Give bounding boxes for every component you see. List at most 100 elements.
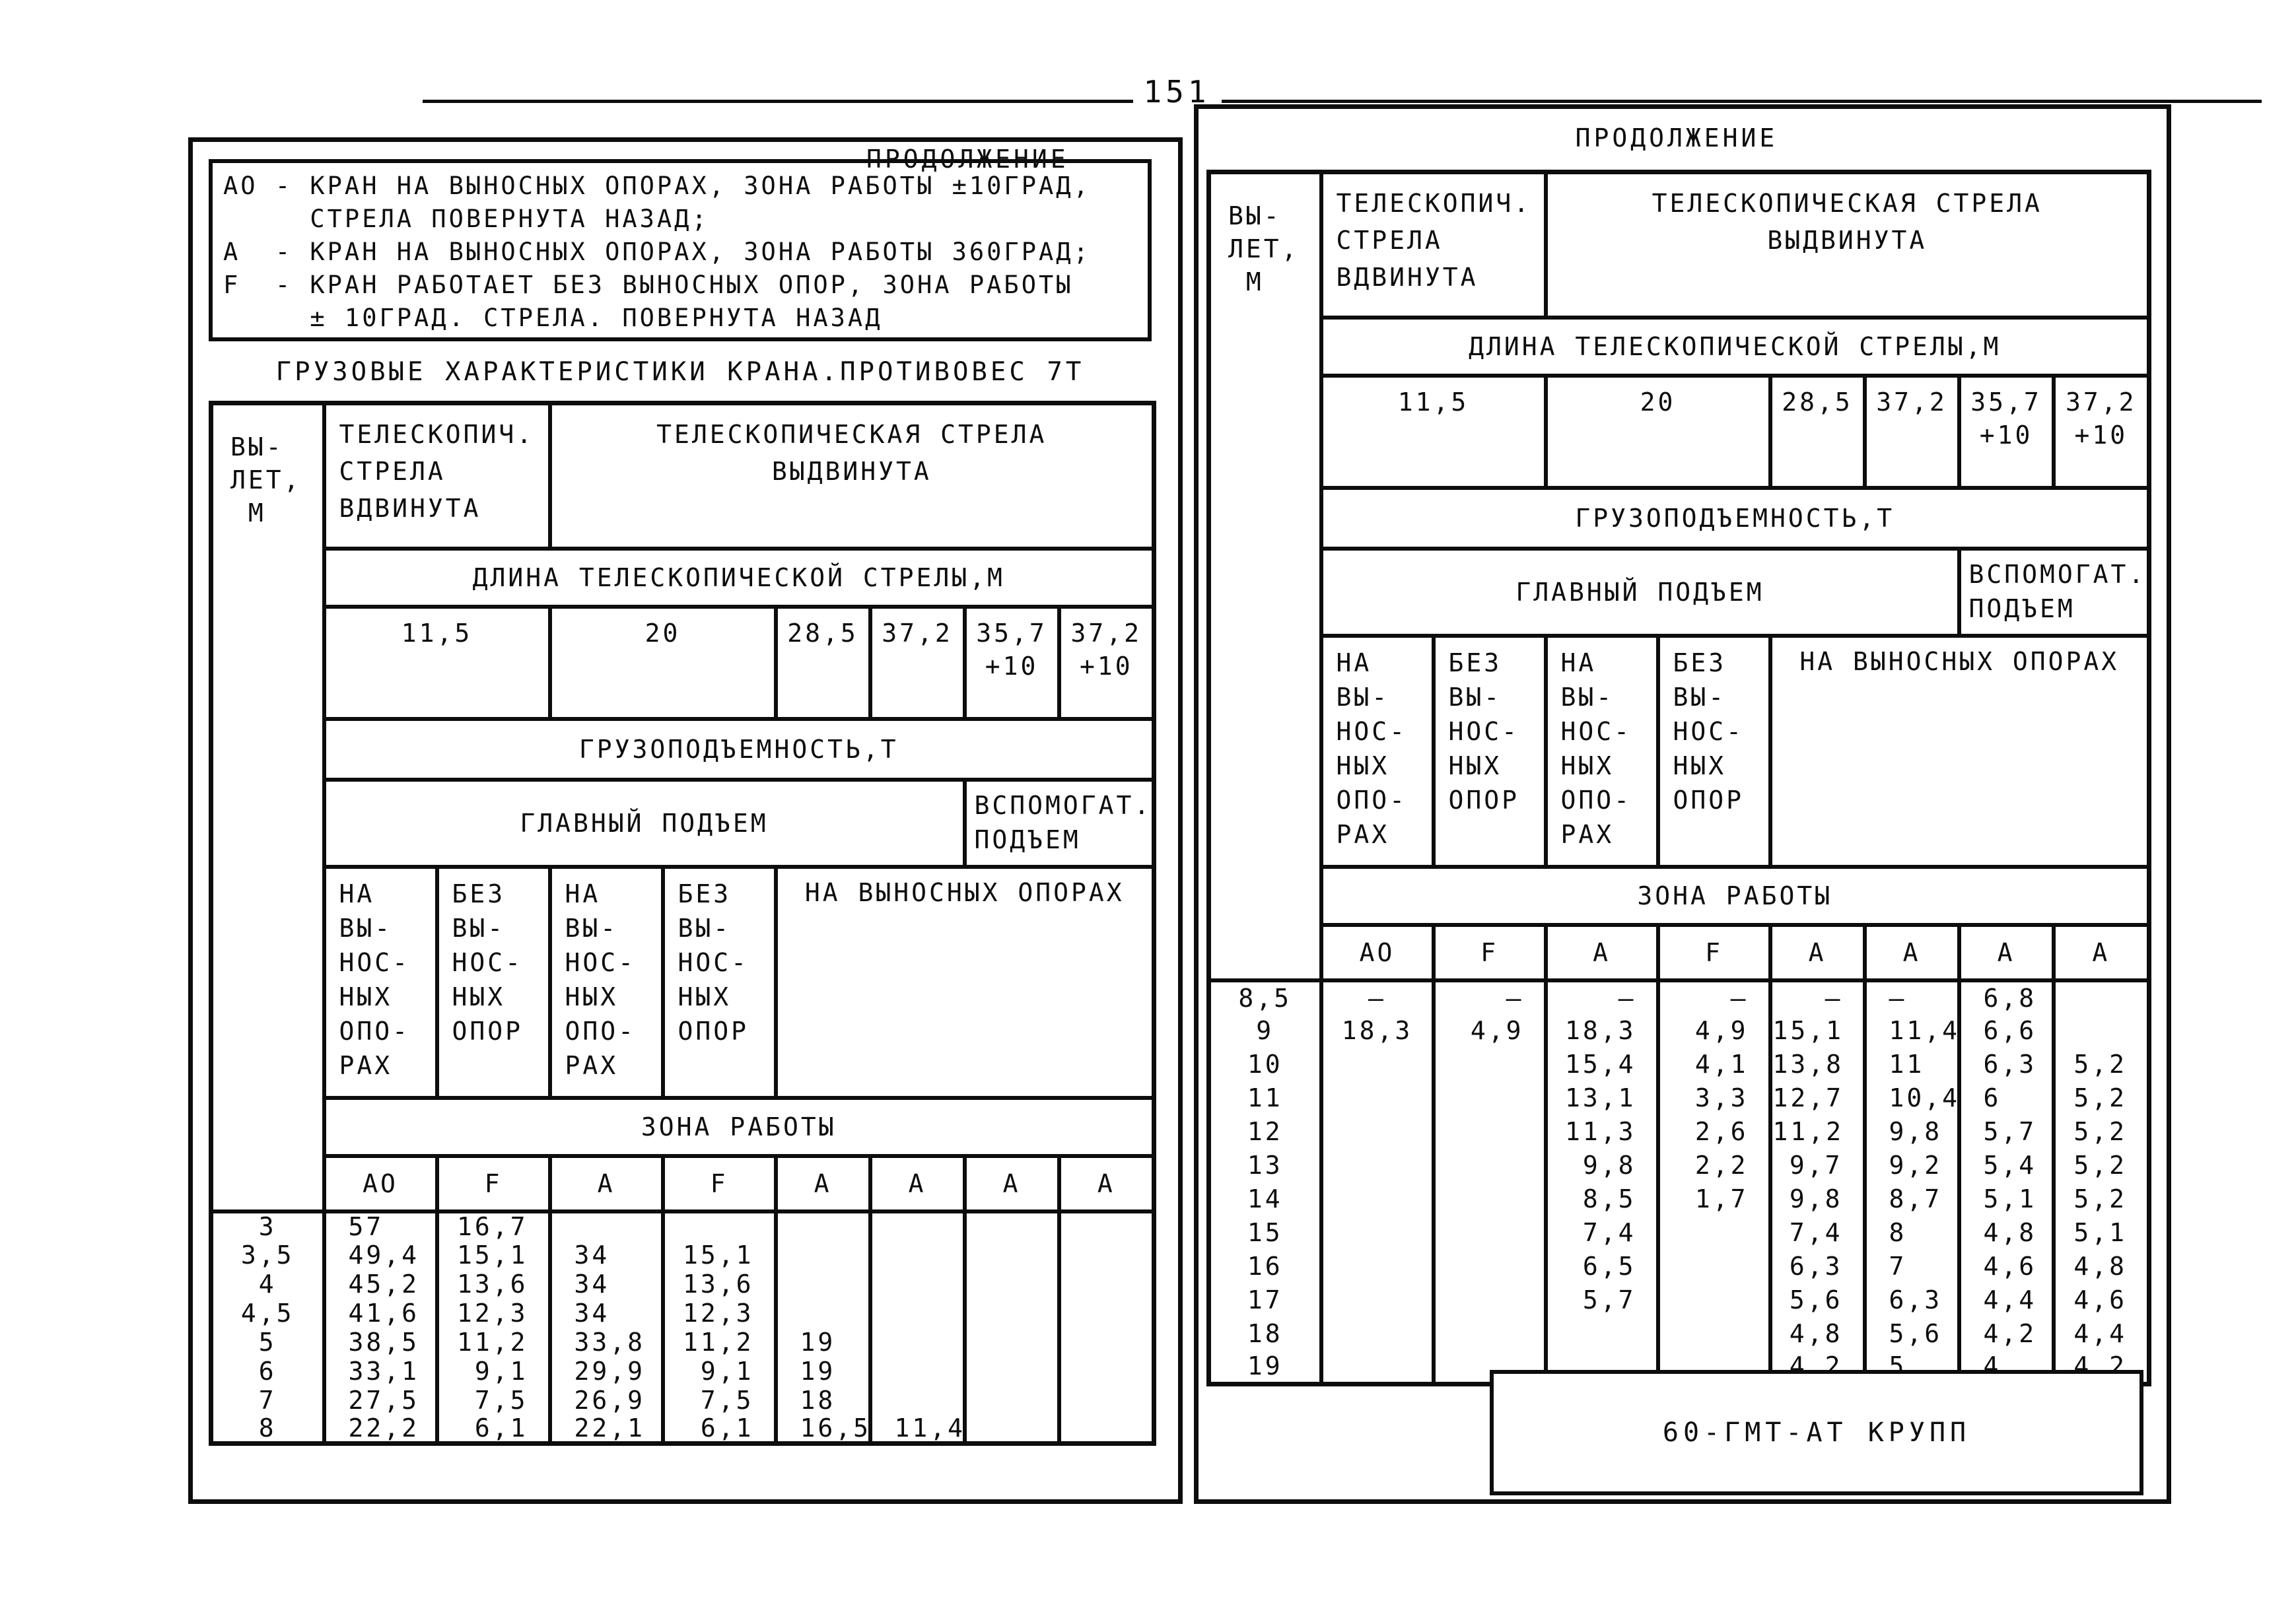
cell: 18,3 bbox=[1543, 1013, 1660, 1048]
cell: 5,2 bbox=[2051, 1047, 2151, 1081]
cell-radius: 11 bbox=[1206, 1081, 1323, 1115]
cell bbox=[660, 1211, 778, 1241]
cell bbox=[1431, 1081, 1548, 1115]
cell: 5,7 bbox=[1543, 1283, 1660, 1317]
cell-radius: 3 bbox=[209, 1211, 326, 1241]
table-row: 4 45,2 13,6 34 13,6 bbox=[209, 1269, 1156, 1299]
boom-length-value: 37,2 bbox=[868, 604, 967, 721]
cell: 5,2 bbox=[2051, 1081, 2151, 1115]
left-table-title: ГРУЗОВЫЕ ХАРАКТЕРИСТИКИ КРАНА.ПРОТИВОВЕС… bbox=[275, 357, 1085, 387]
cell: 6,3 bbox=[1862, 1283, 1961, 1317]
cell: 13,8 bbox=[1768, 1047, 1867, 1081]
cell: 22,2 bbox=[322, 1414, 439, 1444]
cell: 2,2 bbox=[1655, 1148, 1772, 1182]
zone-code: F bbox=[660, 1153, 778, 1213]
cell: 5,1 bbox=[1957, 1182, 2056, 1216]
cell: 9,2 bbox=[1862, 1148, 1961, 1182]
cell: 6,6 bbox=[1957, 1013, 2056, 1048]
col-header-boom-extended: ТЕЛЕСКОПИЧЕСКАЯ СТРЕЛА ВЫДВИНУТА bbox=[547, 401, 1156, 551]
cell bbox=[962, 1240, 1061, 1270]
main-hoist-header: ГЛАВНЫЙ ПОДЪЕМ bbox=[1319, 546, 1961, 638]
cell bbox=[962, 1356, 1061, 1386]
right-page-frame: ПРОДОЛЖЕНИЕ ВЫ- ЛЕТ, М ТЕЛЕСКОПИЧ. СТРЕЛ… bbox=[1194, 104, 2171, 1504]
cell bbox=[1057, 1385, 1156, 1415]
cell bbox=[1057, 1298, 1156, 1328]
cell: 9,1 bbox=[435, 1356, 552, 1386]
table-row: 5 38,5 11,2 33,8 11,2 19 bbox=[209, 1327, 1156, 1357]
cell bbox=[2051, 980, 2151, 1014]
zone-code: А bbox=[1862, 922, 1961, 982]
cell-radius: 12 bbox=[1206, 1114, 1323, 1149]
cell: 6 bbox=[1957, 1081, 2056, 1115]
cell: 9,8 bbox=[1768, 1182, 1867, 1216]
cell: 4,8 bbox=[1957, 1215, 2056, 1250]
cell bbox=[1655, 1215, 1772, 1250]
boom-length-value: 35,7 +10 bbox=[962, 604, 1061, 721]
cell: 4,9 bbox=[1655, 1013, 1772, 1048]
left-page-frame: ПРОДОЛЖЕНИЕ АО - КРАН НА ВЫНОСНЫХ ОПОРАХ… bbox=[188, 137, 1183, 1504]
cell bbox=[1431, 1215, 1548, 1250]
cell-radius: 9 bbox=[1206, 1013, 1323, 1048]
table-row: 4,5 41,6 12,3 34 12,3 bbox=[209, 1298, 1156, 1328]
cell bbox=[868, 1327, 967, 1357]
cell: 6,1 bbox=[435, 1414, 552, 1444]
cell bbox=[1319, 1350, 1436, 1384]
table-row: 8,5 – – – – – – 6,8 bbox=[1206, 980, 2151, 1014]
right-table-data: 8,5 – – – – – – 6,8 9 18,3 4,9 18,3 bbox=[1206, 980, 2151, 1384]
cell: 4,6 bbox=[1957, 1249, 2056, 1283]
cell-radius: 15 bbox=[1206, 1215, 1323, 1250]
cell: 11 bbox=[1862, 1047, 1961, 1081]
cell bbox=[1431, 1249, 1548, 1283]
crane-model-footer: 60-ГМТ-АТ КРУПП bbox=[1490, 1370, 2143, 1495]
cell: 11,3 bbox=[1543, 1114, 1660, 1149]
cell: 11,2 bbox=[660, 1327, 778, 1357]
cell: 4,8 bbox=[2051, 1249, 2151, 1283]
zone-code: АО bbox=[322, 1153, 439, 1213]
cell bbox=[868, 1240, 967, 1270]
legend-line-f2: ± 10ГРАД. СТРЕЛА. ПОВЕРНУТА НАЗАД bbox=[223, 304, 883, 332]
cell: 5,2 bbox=[2051, 1114, 2151, 1149]
cell bbox=[1431, 1316, 1548, 1351]
main-hoist-header: ГЛАВНЫЙ ПОДЪЕМ bbox=[322, 777, 967, 869]
cell bbox=[773, 1240, 872, 1270]
cell: 13,6 bbox=[435, 1269, 552, 1299]
table-row: 3,5 49,4 15,1 34 15,1 bbox=[209, 1240, 1156, 1270]
cell bbox=[1431, 1114, 1548, 1149]
cell: 4,9 bbox=[1431, 1013, 1548, 1048]
table-row: 8 22,2 6,1 22,1 6,1 16,5 11,4 bbox=[209, 1414, 1156, 1444]
support-header-without: БЕЗ ВЫ- НОС- НЫХ ОПОР bbox=[435, 864, 552, 1100]
zone-code: F bbox=[1655, 922, 1772, 982]
cell: 11,4 bbox=[868, 1414, 967, 1444]
capacity-header: ГРУЗОПОДЪЕМНОСТЬ,Т bbox=[1319, 485, 2151, 551]
cell: 11,4 bbox=[1862, 1013, 1961, 1048]
cell: – bbox=[1431, 980, 1548, 1014]
table-row: 7 27,5 7,5 26,9 7,5 18 bbox=[209, 1385, 1156, 1415]
zone-code: АО bbox=[1319, 922, 1436, 982]
cell bbox=[773, 1269, 872, 1299]
cell: – bbox=[1655, 980, 1772, 1014]
cell bbox=[1057, 1356, 1156, 1386]
cell bbox=[1543, 1316, 1660, 1351]
cell bbox=[2051, 1013, 2151, 1048]
support-header-on: НА ВЫ- НОС- НЫХ ОПО- РАХ bbox=[1543, 633, 1660, 869]
boom-length-value: 28,5 bbox=[1768, 373, 1867, 490]
table-row: 9 18,3 4,9 18,3 4,9 15,1 11,4 6,6 bbox=[1206, 1013, 2151, 1048]
zone-code: А bbox=[1543, 922, 1660, 982]
legend-line-f: F - КРАН РАБОТАЕТ БЕЗ ВЫНОСНЫХ ОПОР, ЗОН… bbox=[223, 271, 1074, 299]
support-header-without: БЕЗ ВЫ- НОС- НЫХ ОПОР bbox=[660, 864, 778, 1100]
cell: 11,2 bbox=[1768, 1114, 1867, 1149]
cell bbox=[1057, 1414, 1156, 1444]
cell-radius: 18 bbox=[1206, 1316, 1323, 1351]
header-rule-right bbox=[1222, 100, 2262, 103]
cell bbox=[962, 1414, 1061, 1444]
cell-radius: 4 bbox=[209, 1269, 326, 1299]
cell-radius: 7 bbox=[209, 1385, 326, 1415]
aux-hoist-header: ВСПОМОГАТ. ПОДЪЕМ bbox=[962, 777, 1156, 869]
boom-length-value: 20 bbox=[1543, 373, 1772, 490]
support-header-without: БЕЗ ВЫ- НОС- НЫХ ОПОР bbox=[1431, 633, 1548, 869]
cell: 10,4 bbox=[1862, 1081, 1961, 1115]
cell: 38,5 bbox=[322, 1327, 439, 1357]
cell: 5,4 bbox=[1957, 1148, 2056, 1182]
legend-line-ao2: СТРЕЛА ПОВЕРНУТА НАЗАД; bbox=[223, 205, 709, 233]
cell: 6,8 bbox=[1957, 980, 2056, 1014]
